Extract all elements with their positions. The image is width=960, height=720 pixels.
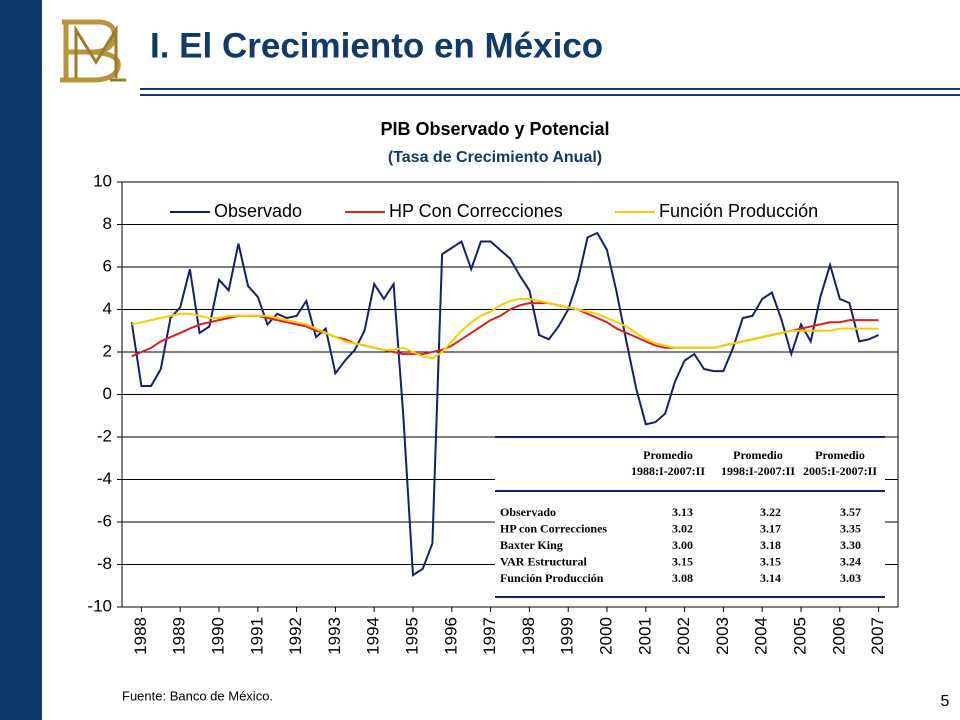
x-tick-label: 1995 <box>402 617 421 655</box>
table-header: 2005:I-2007:II <box>803 464 877 478</box>
table-header: Promedio <box>815 448 865 462</box>
y-tick-label: 0 <box>103 384 112 403</box>
legend-label: Observado <box>214 201 302 221</box>
page-number: 5 <box>941 693 950 710</box>
legend-label: HP Con Correcciones <box>389 201 563 221</box>
y-tick-label: 4 <box>103 299 112 318</box>
x-tick-label: 1998 <box>519 617 538 655</box>
series-line <box>131 302 879 358</box>
table-cell: 3.17 <box>760 521 781 535</box>
table-bg <box>495 438 885 596</box>
side-bar <box>0 0 42 720</box>
table-header: Promedio <box>733 448 783 462</box>
x-tick-label: 1992 <box>286 617 305 655</box>
table-cell: 3.02 <box>672 521 693 535</box>
x-tick-label: 2005 <box>790 617 809 655</box>
table-header: 1998:I-2007:II <box>721 464 795 478</box>
y-tick-label: 8 <box>103 214 112 233</box>
table-row-label: HP con Correcciones <box>500 521 607 535</box>
table-cell: 3.13 <box>672 505 693 519</box>
x-tick-label: 1988 <box>131 617 150 655</box>
plot-frame <box>121 181 899 608</box>
table-cell: 3.15 <box>760 554 781 568</box>
table-cell: 3.30 <box>840 538 861 552</box>
x-tick-label: 1991 <box>247 617 266 655</box>
table-cell: 3.35 <box>840 521 861 535</box>
x-tick-label: 1996 <box>441 617 460 655</box>
table-cell: 3.24 <box>840 554 861 568</box>
legend-label: Función Producción <box>659 201 818 221</box>
y-tick-label: -4 <box>97 469 112 488</box>
series-line <box>131 297 879 360</box>
x-tick-label: 2000 <box>596 617 615 655</box>
y-tick-label: 6 <box>103 256 112 275</box>
table-row-label: Baxter King <box>500 538 563 552</box>
table-cell: 3.03 <box>840 571 861 585</box>
y-tick-label: -10 <box>87 596 112 615</box>
x-tick-label: 2001 <box>635 617 654 655</box>
x-tick-label: 1990 <box>208 617 227 655</box>
chart-subtitle: (Tasa de Crecimiento Anual) <box>388 149 602 166</box>
x-tick-label: 2002 <box>674 617 693 655</box>
table-cell: 3.57 <box>840 505 861 519</box>
table-cell: 3.22 <box>760 505 781 519</box>
source: Fuente: Banco de México. <box>122 688 273 703</box>
table-cell: 3.14 <box>760 571 781 585</box>
table-header: 1988:I-2007:II <box>631 464 705 478</box>
y-tick-label: -8 <box>97 554 112 573</box>
x-tick-label: 1997 <box>480 617 499 655</box>
table-row-label: Función Producción <box>500 571 604 585</box>
table-cell: 3.18 <box>760 538 781 552</box>
x-tick-label: 1994 <box>364 617 383 655</box>
chart-title: PIB Observado y Potencial <box>380 119 609 139</box>
logo <box>60 19 126 83</box>
series-line <box>130 231 880 577</box>
x-tick-label: 2004 <box>752 617 771 655</box>
table-row-label: Observado <box>500 505 556 519</box>
table-header: Promedio <box>643 448 693 462</box>
x-tick-label: 1999 <box>558 617 577 655</box>
slide-title: I. El Crecimiento en México <box>150 26 603 65</box>
y-tick-label: 10 <box>93 171 112 190</box>
y-tick-label: -2 <box>97 426 112 445</box>
table-row-label: VAR Estructural <box>500 554 587 568</box>
x-tick-label: 2003 <box>713 617 732 655</box>
table-cell: 3.15 <box>672 554 693 568</box>
x-tick-label: 1993 <box>325 617 344 655</box>
table-cell: 3.08 <box>672 571 693 585</box>
x-tick-label: 2006 <box>829 617 848 655</box>
x-tick-label: 1989 <box>170 617 189 655</box>
y-tick-label: -6 <box>97 511 112 530</box>
y-tick-label: 2 <box>103 341 112 360</box>
table-cell: 3.00 <box>672 538 693 552</box>
x-tick-label: 2007 <box>868 617 887 655</box>
